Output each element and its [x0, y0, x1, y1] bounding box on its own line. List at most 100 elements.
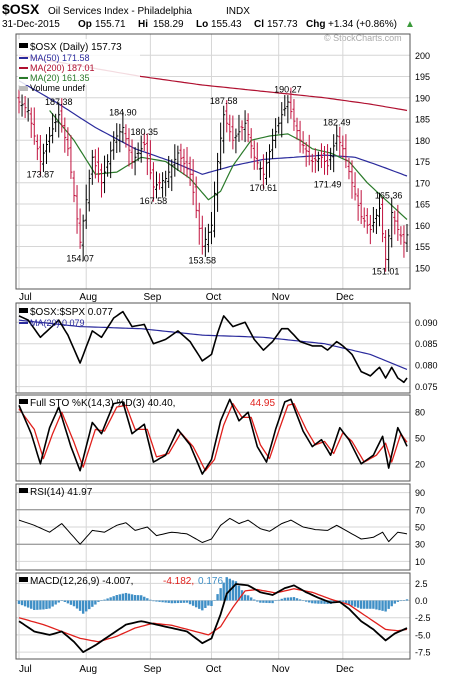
macd-histogram-bar	[26, 600, 30, 608]
rsi-legend: RSI(14) 41.97	[19, 487, 93, 498]
rsi-legend-label: RSI(14) 41.97	[30, 487, 93, 498]
macd-histogram-bar	[393, 600, 396, 604]
ma20-legend-label: MA(20) 161.35	[30, 73, 90, 83]
macd-histogram-bar	[88, 600, 91, 610]
macd-ytick-label-3: 0.0	[415, 596, 428, 606]
rsi-ytick-label-4: 90	[415, 488, 425, 498]
macd-ytick-label-4: 2.5	[415, 579, 428, 589]
macd-histogram-bar	[222, 582, 225, 601]
month-label-bottom-nov: Nov	[272, 664, 290, 675]
ratio-ytick-label-0: 0.075	[415, 382, 438, 392]
stochastic-panel: 20 50 80	[15, 394, 425, 482]
macd-histogram-bar	[158, 600, 161, 602]
ratio-ma-legend-label: MA(20) 0.079	[30, 318, 85, 328]
sto-legend-label: Full STO %K(14,3) %D(3) 40.40,	[30, 398, 175, 409]
macd-histogram-bar	[304, 600, 308, 602]
macd-histogram-bar	[317, 600, 320, 604]
macd-histogram-bar	[109, 597, 112, 601]
ratio-ytick-label-1: 0.080	[415, 361, 438, 371]
macd-line	[18, 583, 408, 653]
index-name: Oil Services Index - Philadelphia	[48, 6, 192, 17]
macd-histogram-bar	[280, 598, 283, 601]
ratio-legend: $OSX:$SPX 0.077 MA(20) 0.079	[19, 307, 113, 328]
macd-histogram-bar	[366, 600, 369, 609]
month-label-top-jul: Jul	[19, 292, 32, 303]
macd-histogram-bar	[45, 600, 48, 610]
sto-d-legend-value: 44.95	[250, 398, 275, 409]
macd-histogram-bar	[396, 600, 400, 602]
macd-histogram-bar	[91, 600, 94, 607]
price-panel: 150 155 160 165 170 175 180 185 190 195 200 187.38 1…	[15, 33, 430, 290]
macd-histogram-bar	[308, 600, 311, 603]
change-value: +1.34 (+0.86%)	[328, 19, 397, 30]
macd-histogram-bar	[246, 595, 250, 601]
open-label: Op	[78, 19, 92, 30]
price-legend-swatch	[19, 43, 28, 48]
macd-frame	[15, 572, 411, 660]
macd-histogram-bar	[106, 598, 109, 601]
high-label: Hi	[138, 19, 148, 30]
macd-histogram-bar	[356, 600, 360, 608]
macd-histogram-bar	[36, 600, 39, 610]
macd-histogram-bar	[167, 600, 170, 603]
macd-histogram-bar	[265, 600, 268, 603]
macd-histogram-bar	[253, 599, 256, 601]
macd-histogram-bar	[323, 600, 326, 604]
macd-ytick-label-2: -2.5	[415, 613, 431, 623]
macd-histogram-bar	[140, 595, 143, 601]
month-label-top-oct: Oct	[206, 292, 222, 303]
macd-histogram-bar	[48, 600, 51, 609]
price-ytick-label-4: 170	[415, 178, 430, 188]
price-annotation-8: 170.61	[250, 183, 278, 193]
stochastic-k-line	[18, 398, 408, 475]
ratio-frame	[15, 302, 411, 394]
macd-histogram-bar	[225, 577, 228, 601]
price-ytick-label-7: 185	[415, 115, 430, 125]
stochastic-frame	[15, 394, 411, 482]
month-label-bottom-aug: Aug	[79, 664, 97, 675]
macd-histogram-bar	[149, 599, 152, 601]
month-label-bottom-dec: Dec	[336, 664, 354, 675]
stochastic-d-line	[18, 402, 408, 472]
price-annotation-11: 182.49	[323, 118, 351, 128]
rsi-panel: 10 30 50 70 90	[15, 483, 425, 571]
price-legend: $OSX (Daily) 157.73 MA(50) 171.58 MA(200…	[18, 39, 140, 93]
close-value: 157.73	[267, 19, 298, 30]
macd-histogram-bar	[63, 600, 67, 602]
macd-histogram-bar	[54, 600, 57, 605]
volume-legend-swatch	[19, 86, 28, 91]
price-ytick-label-9: 195	[415, 72, 430, 82]
macd-histogram-bar	[17, 600, 21, 604]
macd-histogram-bar	[78, 600, 82, 611]
price-legend-label: $OSX (Daily) 157.73	[30, 42, 122, 53]
macd-histogram-bar	[387, 600, 390, 609]
price-ytick-label-5: 175	[415, 157, 430, 167]
price-ytick-label-6: 180	[415, 136, 430, 146]
price-ytick-label-2: 160	[415, 221, 430, 231]
stochastic-ytick-label-1: 50	[415, 434, 425, 444]
macd-signal-legend-value: -4.182,	[163, 576, 194, 587]
macd-histogram-bar	[198, 600, 201, 609]
ma20-line	[49, 110, 408, 220]
price-annotation-5: 167.58	[140, 196, 168, 206]
month-label-bottom-jul: Jul	[19, 664, 32, 675]
macd-histogram-bar	[292, 597, 296, 601]
macd-histogram-bar	[219, 588, 222, 601]
macd-histogram-bar	[94, 600, 97, 605]
macd-histogram-bar	[130, 594, 134, 601]
price-annotation-4: 180.35	[130, 127, 158, 137]
macd-histogram-bar	[359, 600, 363, 609]
macd-histogram-bar	[60, 600, 63, 602]
macd-histogram-bar	[277, 599, 280, 601]
macd-histogram-bar	[268, 600, 271, 604]
macd-histogram-bar	[259, 600, 262, 603]
macd-histogram-bar	[405, 599, 409, 601]
macd-histogram-bar	[384, 600, 387, 612]
macd-ytick-label-0: -7.5	[415, 648, 431, 658]
macd-histogram-bar	[249, 597, 253, 601]
macd-histogram-bar	[81, 600, 85, 614]
macd-histogram-bar	[51, 600, 54, 607]
ratio-legend-label: $OSX:$SPX 0.077	[30, 307, 113, 318]
x-axis-labels-price: Jul Aug Sep Oct Nov Dec	[19, 292, 354, 303]
